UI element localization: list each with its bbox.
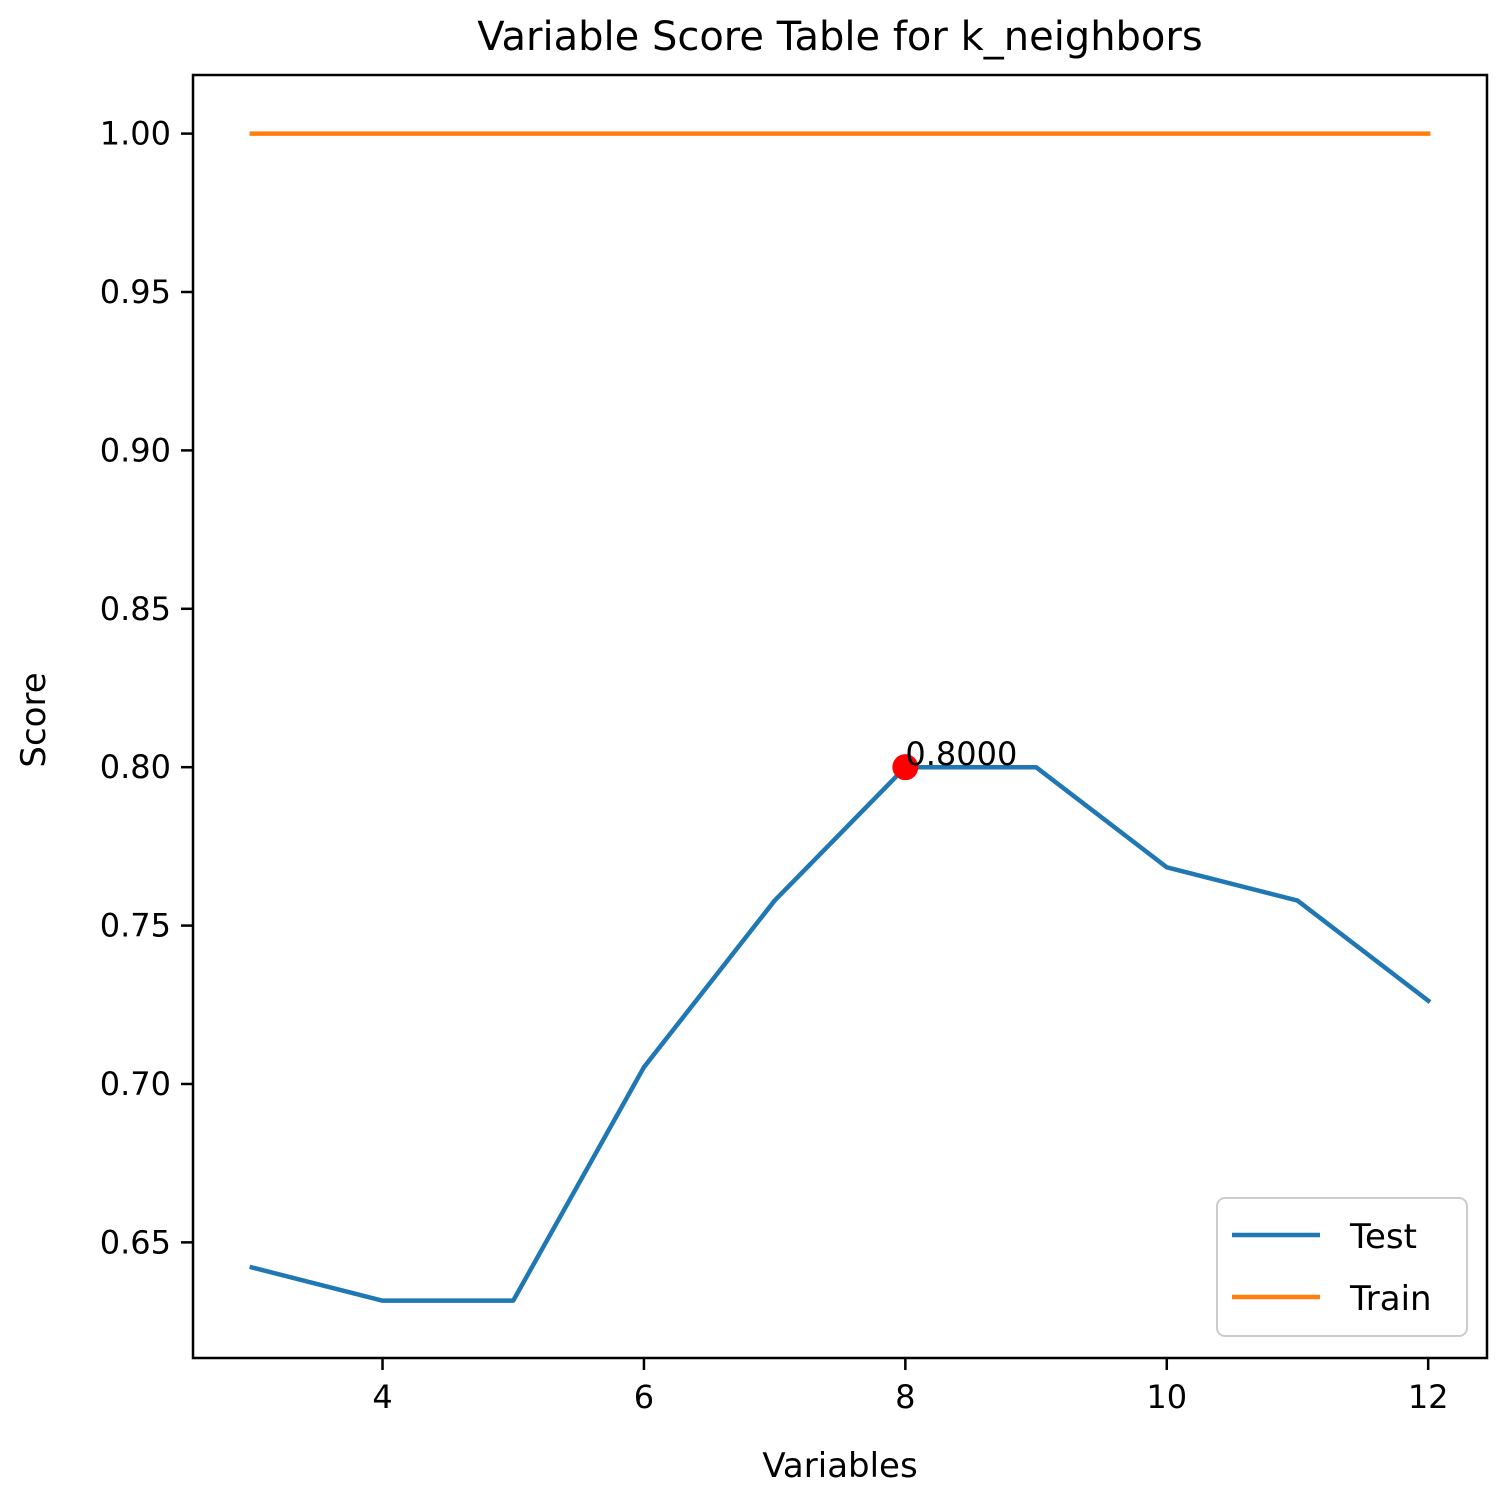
x-axis-label: Variables [762,1446,917,1486]
series-line-test [249,764,1432,1303]
best-score-point [892,754,919,781]
x-tick-label: 10 [1146,1378,1187,1416]
x-tick-label: 8 [895,1378,915,1416]
best-score-annotation: 0.8000 [905,735,1017,773]
y-tick-label: 0.80 [100,748,171,786]
x-tick-label: 6 [634,1378,654,1416]
y-tick-label: 0.95 [100,273,171,311]
x-tick-label: 12 [1408,1378,1449,1416]
y-tick-label: 0.70 [100,1065,171,1103]
y-tick-label: 0.90 [100,431,171,469]
legend-box [1216,1197,1468,1337]
y-axis-label: Score [14,672,54,767]
plot-frame [191,73,1489,1360]
y-tick-label: 0.85 [100,590,171,628]
y-tick-label: 0.75 [100,907,171,945]
legend-label-train: Train [1349,1279,1432,1319]
legend-label-test: Test [1349,1217,1417,1257]
x-tick-label: 4 [372,1378,392,1416]
y-tick-label: 0.65 [100,1223,171,1261]
y-tick-label: 1.00 [100,115,171,153]
legend: Test Train [1216,1197,1468,1337]
plot-area: 4 6 8 10 12 0.65 0.70 0.75 0.80 0.85 0.90 0.95 1.00 0… [100,115,1449,1416]
chart-title: Variable Score Table for k_neighbors [477,14,1202,60]
